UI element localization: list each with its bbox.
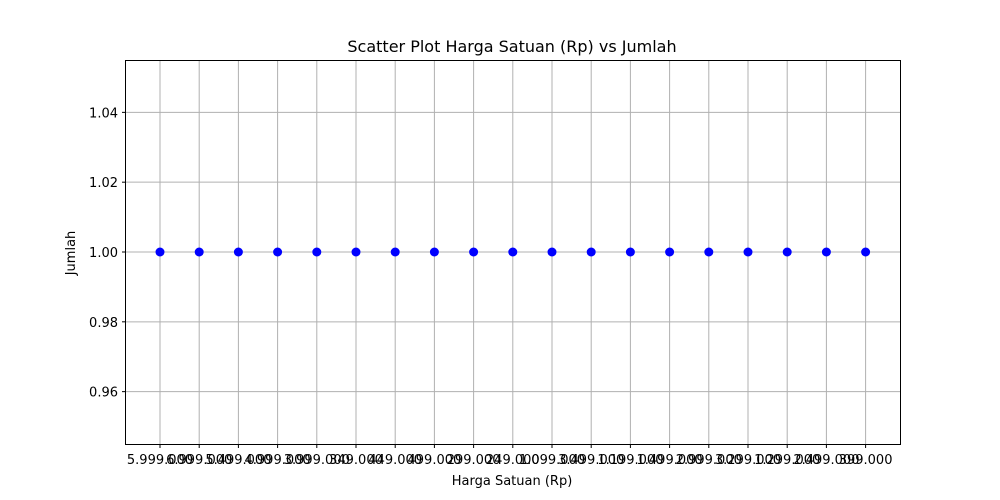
x-tick-label: 399.000 <box>839 453 893 468</box>
data-point <box>429 247 439 257</box>
x-tick-label: 5.499.000 <box>205 453 271 468</box>
x-tick-label: 249.000 <box>486 453 540 468</box>
data-point <box>704 247 714 257</box>
x-tick-label: 4.999.000 <box>245 453 311 468</box>
y-axis-label: Jumlah <box>64 231 79 277</box>
x-tick-label: 3.299.000 <box>715 453 781 468</box>
y-tick-label: 0.96 <box>89 386 118 401</box>
data-point <box>665 247 675 257</box>
data-point <box>351 247 361 257</box>
x-tick-label: 349.000 <box>329 453 383 468</box>
x-tick-label: 299.000 <box>447 453 501 468</box>
data-point <box>547 247 557 257</box>
x-tick-label: 2.499.000 <box>793 453 859 468</box>
axis-ticks: 5.999.0006.999.0005.499.0004.999.0003.99… <box>89 106 892 468</box>
data-point <box>390 247 400 257</box>
data-point <box>469 247 479 257</box>
data-point <box>508 247 518 257</box>
x-tick-label: 2.999.000 <box>676 453 742 468</box>
data-point <box>861 247 871 257</box>
y-tick-label: 0.98 <box>89 316 118 331</box>
x-axis-label: Harga Satuan (Rp) <box>452 474 573 489</box>
x-tick-label: 3.499.000 <box>558 453 624 468</box>
data-point <box>625 247 635 257</box>
x-tick-label: 6.999.000 <box>166 453 232 468</box>
x-tick-label: 3.999.000 <box>284 453 350 468</box>
x-tick-label: 1.499.000 <box>637 453 703 468</box>
x-tick-label: 1.199.000 <box>597 453 663 468</box>
x-tick-label: 1.299.000 <box>754 453 820 468</box>
chart-title: Scatter Plot Harga Satuan (Rp) vs Jumlah <box>347 37 676 56</box>
data-point <box>782 247 792 257</box>
data-point <box>273 247 283 257</box>
data-point <box>155 247 165 257</box>
data-point <box>233 247 243 257</box>
x-tick-label: 5.999.000 <box>127 453 193 468</box>
x-tick-label: 1.099.000 <box>519 453 585 468</box>
y-tick-label: 1.04 <box>89 106 118 121</box>
data-points <box>155 247 871 257</box>
x-tick-label: 449.000 <box>368 453 422 468</box>
y-tick-label: 1.02 <box>89 176 118 191</box>
data-point <box>743 247 753 257</box>
data-point <box>821 247 831 257</box>
data-point <box>586 247 596 257</box>
x-tick-label: 499.000 <box>408 453 462 468</box>
data-point <box>312 247 322 257</box>
y-tick-label: 1.00 <box>89 246 118 261</box>
plot-area-frame <box>125 60 901 445</box>
data-point <box>194 247 204 257</box>
